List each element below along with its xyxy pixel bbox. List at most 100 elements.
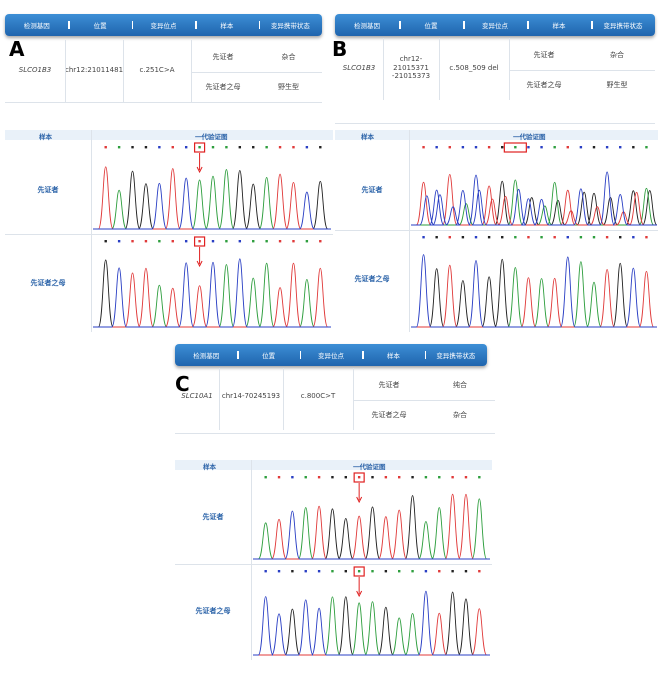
variant-highlight-box — [353, 566, 365, 577]
sample-cell-2: 先证者之母 — [205, 82, 241, 91]
table-header-c: 检测基因 位置 变异位点 样本 变异携带状态 — [175, 344, 487, 366]
base-call-mark — [131, 240, 134, 243]
base-call-mark — [131, 146, 134, 149]
base-call-mark — [501, 146, 504, 149]
base-call-mark — [344, 476, 347, 479]
panel-label-c: C — [175, 372, 190, 396]
base-call-mark — [424, 476, 428, 479]
base-call-mark — [566, 146, 569, 149]
base-call-mark — [371, 476, 374, 479]
trace-line-T — [93, 166, 331, 230]
base-call-mark — [265, 146, 268, 149]
position-cell: chr14-70245193 — [221, 391, 281, 400]
base-call-mark — [252, 146, 255, 149]
base-call-mark — [292, 146, 295, 149]
trace-line-A — [93, 262, 331, 328]
base-call-mark — [278, 240, 282, 243]
seq-header-b: 样本 一代验证图 — [335, 130, 658, 141]
base-call-mark — [184, 240, 188, 243]
base-call-mark — [632, 236, 635, 239]
base-call-mark — [211, 146, 215, 149]
base-call-mark — [292, 240, 295, 243]
sample-cell-1: 先证者 — [378, 380, 400, 389]
base-call-mark — [117, 240, 121, 243]
header-position: 位置 — [237, 350, 299, 360]
chromatogram-a-proband — [93, 142, 331, 232]
header-status: 变异携带状态 — [258, 20, 322, 30]
status-cell-1: 杂合 — [281, 52, 296, 61]
base-call-mark — [605, 146, 609, 149]
base-call-mark — [527, 146, 530, 149]
sample-cell-2: 先证者之母 — [526, 80, 562, 89]
base-call-mark — [632, 146, 635, 149]
base-call-mark — [357, 476, 361, 479]
variant-highlight-box — [353, 472, 365, 483]
base-call-mark — [317, 476, 321, 479]
base-call-mark — [104, 240, 107, 243]
row-label-mother: 先证者之母 — [30, 279, 66, 287]
base-call-mark — [398, 476, 401, 479]
seq-header-chrom: 一代验证图 — [195, 133, 228, 141]
base-call-mark — [619, 236, 622, 239]
chromatogram-c-mother — [253, 566, 490, 658]
base-call-mark — [398, 570, 401, 573]
gene-cell: SLCO1B3 — [18, 65, 52, 74]
seq-header-sample: 样本 — [203, 463, 216, 471]
base-call-mark — [304, 570, 307, 573]
base-call-mark — [117, 146, 121, 149]
base-call-mark — [579, 236, 583, 239]
base-call-mark — [438, 570, 441, 573]
base-call-mark — [144, 240, 148, 243]
base-call-mark — [331, 570, 334, 573]
sample-cell-2: 先证者之母 — [371, 410, 407, 419]
base-call-mark — [277, 570, 281, 573]
base-call-mark — [438, 476, 441, 479]
variant-highlight-box — [193, 142, 206, 153]
base-call-mark — [540, 236, 543, 239]
base-call-mark — [514, 236, 517, 239]
header-status: 变异携带状态 — [424, 350, 487, 360]
sample-cell-1: 先证者 — [533, 50, 555, 59]
base-call-mark — [238, 146, 242, 149]
header-gene: 检测基因 — [193, 352, 220, 360]
position-line-2: -21015373 — [391, 72, 431, 81]
row-label-proband: 先证者 — [37, 186, 59, 194]
row-label-mother: 先证者之母 — [354, 275, 390, 283]
base-call-mark — [474, 146, 478, 149]
variant-highlight-box — [193, 236, 206, 247]
status-cell-2: 杂合 — [453, 410, 467, 419]
base-call-mark — [144, 146, 148, 149]
base-call-mark — [605, 236, 609, 239]
base-call-mark — [264, 476, 267, 479]
header-sample: 样本 — [362, 350, 424, 360]
base-call-mark — [478, 476, 481, 479]
header-status: 变异携带状态 — [591, 20, 655, 30]
seq-header-c: 样本 一代验证图 — [175, 460, 492, 471]
trace-line-C — [411, 254, 657, 328]
base-call-mark — [451, 570, 454, 573]
position-cell: chr12:21011481 — [64, 65, 124, 74]
base-call-mark — [461, 146, 465, 149]
trace-line-A — [253, 498, 490, 560]
variant-table-c: SLC10A1 chr14-70245193 c.800C>T 先证者 纯合 先… — [175, 368, 495, 434]
base-call-mark — [264, 570, 267, 573]
status-cell-2: 野生型 — [606, 80, 628, 89]
base-call-mark — [305, 240, 309, 243]
header-variant: 变异位点 — [463, 20, 527, 30]
base-call-mark — [487, 236, 491, 239]
table-header-a: 检测基因 位置 变异位点 样本 变异携带状态 — [5, 14, 322, 36]
position-cell: chr12-21015371 -21015373 — [383, 46, 439, 90]
variant-arrow-head — [356, 590, 363, 598]
base-call-mark — [371, 570, 374, 573]
base-call-mark — [184, 146, 188, 149]
base-call-mark — [305, 146, 309, 149]
header-variant: 变异位点 — [299, 350, 362, 360]
base-call-mark — [566, 236, 569, 239]
base-call-mark — [211, 240, 215, 243]
base-call-mark — [291, 476, 294, 479]
status-cell-1: 杂合 — [610, 50, 624, 59]
header-sample: 样本 — [527, 20, 591, 30]
trace-line-T — [411, 173, 657, 226]
base-call-mark — [435, 146, 438, 149]
trace-line-C — [411, 171, 657, 226]
